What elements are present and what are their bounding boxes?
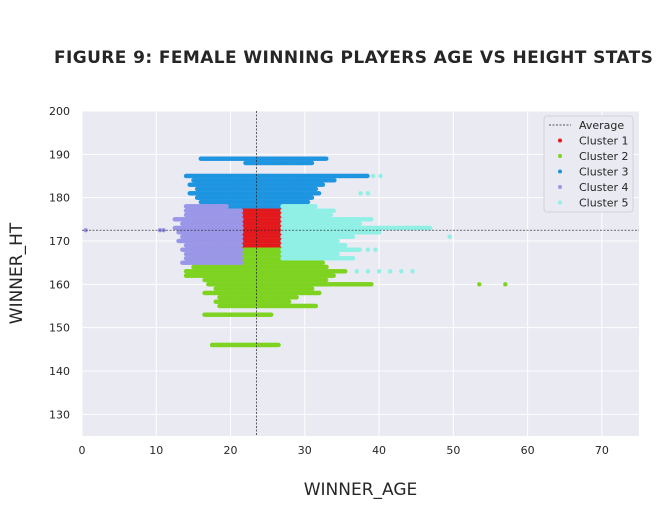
data-point bbox=[310, 286, 315, 291]
data-point bbox=[357, 247, 362, 252]
data-point bbox=[331, 273, 336, 278]
x-tick-label: 50 bbox=[446, 444, 460, 457]
y-tick-label: 140 bbox=[49, 365, 70, 378]
data-point bbox=[238, 243, 244, 248]
data-point bbox=[238, 256, 244, 261]
data-point bbox=[503, 282, 508, 287]
data-point bbox=[239, 247, 244, 252]
x-tick-label: 70 bbox=[595, 444, 609, 457]
data-point bbox=[309, 195, 315, 200]
data-point bbox=[324, 264, 329, 270]
data-point bbox=[294, 295, 299, 300]
data-points bbox=[83, 156, 508, 348]
data-point bbox=[343, 269, 348, 274]
data-point bbox=[276, 342, 281, 348]
cluster-4-points bbox=[83, 204, 244, 265]
data-point bbox=[286, 299, 292, 304]
chart-title: FIGURE 9: FEMALE WINNING PLAYERS AGE VS … bbox=[54, 48, 653, 68]
data-point bbox=[324, 156, 329, 161]
data-point bbox=[305, 199, 311, 205]
y-tick-label: 180 bbox=[49, 192, 70, 205]
data-point bbox=[335, 238, 340, 244]
x-tick-label: 0 bbox=[79, 444, 86, 457]
y-tick-label: 150 bbox=[49, 322, 70, 335]
data-point bbox=[320, 260, 325, 265]
data-point bbox=[376, 230, 382, 235]
data-point bbox=[343, 243, 348, 248]
x-tick-label: 10 bbox=[149, 444, 163, 457]
data-point bbox=[239, 217, 244, 222]
x-tick-label: 30 bbox=[298, 444, 312, 457]
data-point bbox=[254, 160, 259, 166]
data-point bbox=[313, 303, 319, 309]
data-point bbox=[332, 178, 337, 183]
y-tick-label: 200 bbox=[49, 105, 70, 118]
data-point bbox=[365, 173, 370, 179]
data-point bbox=[313, 186, 319, 192]
y-tick-label: 130 bbox=[49, 408, 70, 421]
data-point bbox=[239, 230, 244, 235]
data-point bbox=[239, 234, 244, 239]
data-point bbox=[316, 191, 322, 196]
data-point bbox=[238, 208, 244, 213]
data-point bbox=[369, 282, 374, 287]
data-point bbox=[320, 182, 326, 187]
data-point bbox=[238, 212, 244, 218]
x-tick-label: 60 bbox=[521, 444, 535, 457]
y-tick-label: 160 bbox=[49, 278, 70, 291]
x-tick-label: 20 bbox=[224, 444, 238, 457]
data-point bbox=[238, 251, 244, 257]
tick-labels: 0 10 20 30 40 50 60 70 130 140 150 160 170 180 190 200 bbox=[49, 105, 609, 457]
y-tick-label: 170 bbox=[49, 235, 70, 248]
data-point bbox=[256, 342, 261, 348]
data-point bbox=[350, 234, 356, 239]
data-point bbox=[224, 204, 229, 209]
data-point bbox=[269, 312, 274, 317]
data-point bbox=[239, 260, 244, 265]
data-point bbox=[350, 256, 356, 261]
data-point bbox=[324, 277, 329, 283]
data-point bbox=[477, 282, 482, 287]
data-point bbox=[239, 225, 244, 231]
data-point bbox=[309, 160, 315, 166]
x-tick-label: 40 bbox=[372, 444, 386, 457]
data-point bbox=[317, 290, 322, 296]
data-point bbox=[335, 251, 340, 257]
data-point bbox=[239, 238, 244, 244]
data-point bbox=[239, 221, 244, 226]
y-tick-label: 190 bbox=[49, 148, 70, 161]
